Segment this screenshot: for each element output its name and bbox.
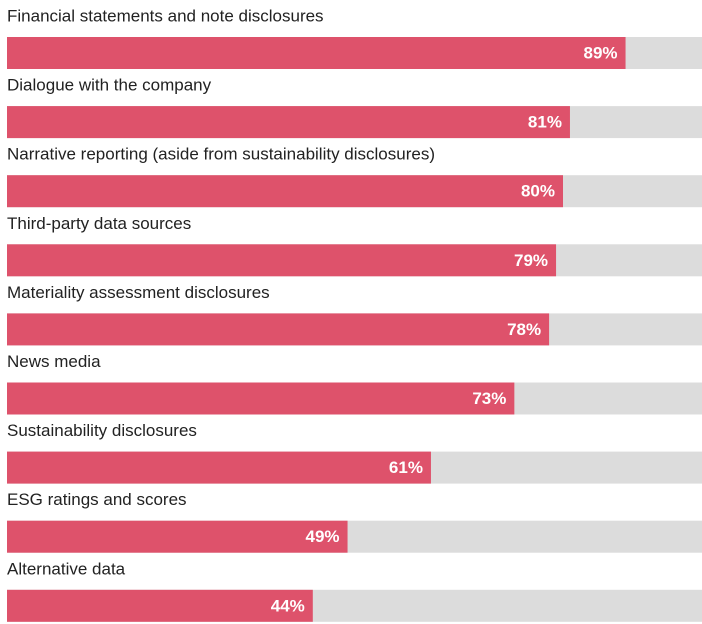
category-label: Third-party data sources bbox=[7, 214, 191, 233]
bar bbox=[7, 520, 348, 553]
value-label: 73% bbox=[472, 389, 506, 408]
bar bbox=[7, 313, 550, 346]
category-label: Financial statements and note disclosure… bbox=[7, 6, 324, 25]
value-label: 61% bbox=[389, 458, 423, 477]
category-label: Sustainability disclosures bbox=[7, 421, 197, 440]
category-label: Dialogue with the company bbox=[7, 76, 212, 95]
bar bbox=[7, 589, 313, 622]
category-label: Alternative data bbox=[7, 559, 126, 578]
category-label: News media bbox=[7, 352, 101, 371]
bar bbox=[7, 382, 515, 415]
bar bbox=[7, 37, 626, 69]
value-label: 78% bbox=[507, 320, 541, 339]
category-label: Narrative reporting (aside from sustaina… bbox=[7, 145, 435, 164]
value-label: 80% bbox=[521, 182, 555, 201]
value-label: 89% bbox=[584, 43, 618, 62]
value-label: 81% bbox=[528, 113, 562, 132]
bar bbox=[7, 175, 563, 208]
category-label: Materiality assessment disclosures bbox=[7, 283, 270, 302]
bar bbox=[7, 106, 570, 139]
bar bbox=[7, 244, 557, 277]
value-label: 49% bbox=[306, 527, 340, 546]
category-label: ESG ratings and scores bbox=[7, 490, 187, 509]
value-label: 79% bbox=[514, 251, 548, 270]
value-label: 44% bbox=[271, 596, 305, 615]
bar bbox=[7, 451, 431, 484]
